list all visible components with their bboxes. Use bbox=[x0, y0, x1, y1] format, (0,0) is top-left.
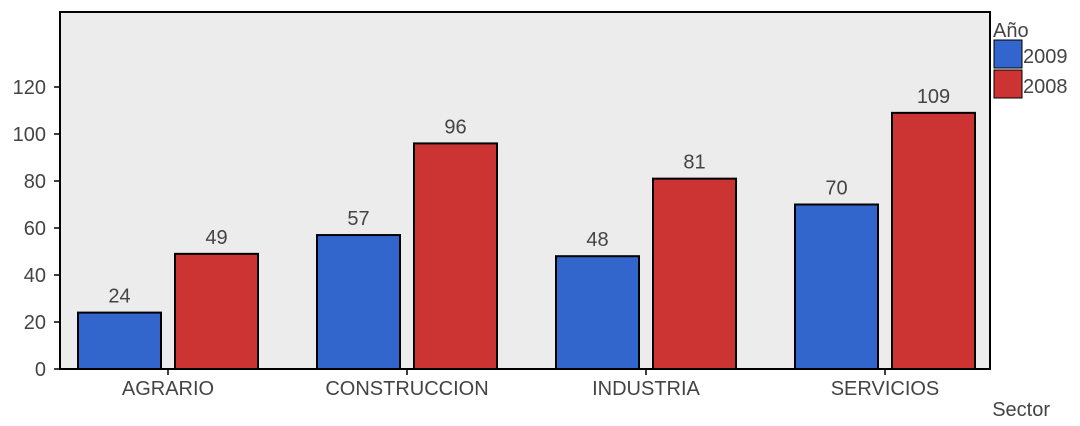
x-tick-label: INDUSTRIA bbox=[592, 378, 700, 400]
data-label-servicios-2008: 109 bbox=[917, 86, 950, 108]
data-label-construccion-2009: 57 bbox=[347, 208, 369, 230]
x-tick-label: AGRARIO bbox=[122, 378, 214, 400]
y-tick-label: 20 bbox=[24, 312, 46, 334]
legend-swatch-2008 bbox=[993, 69, 1023, 99]
bar-construccion-2009 bbox=[316, 234, 401, 370]
bar-industria-2008 bbox=[652, 177, 737, 370]
y-tick-label: 120 bbox=[13, 77, 46, 99]
x-axis: AGRARIO CONSTRUCCION INDUSTRIA SERVICIOS bbox=[122, 369, 939, 400]
bars-group: 24 49 57 96 48 81 70 109 bbox=[77, 86, 976, 371]
bar-industria-2009 bbox=[555, 255, 640, 371]
y-tick-label: 100 bbox=[13, 124, 46, 146]
bar-construccion-2008 bbox=[413, 142, 498, 370]
x-tick-label: CONSTRUCCION bbox=[325, 378, 488, 400]
y-tick-label: 0 bbox=[35, 359, 46, 381]
y-tick-label: 60 bbox=[24, 218, 46, 240]
data-label-industria-2008: 81 bbox=[683, 152, 705, 174]
bar-agrario-2008 bbox=[174, 252, 259, 371]
data-label-industria-2009: 48 bbox=[586, 229, 608, 251]
legend-title: Año bbox=[993, 20, 1029, 42]
y-tick-label: 80 bbox=[24, 171, 46, 193]
x-axis-title: Sector bbox=[992, 399, 1050, 421]
legend: Año 2009 2008 bbox=[993, 20, 1068, 99]
bar-servicios-2008 bbox=[891, 111, 976, 370]
y-axis: 0 20 40 60 80 100 120 bbox=[13, 77, 60, 381]
data-label-servicios-2009: 70 bbox=[825, 178, 847, 200]
bar-servicios-2009 bbox=[794, 203, 879, 370]
legend-label-2009: 2009 bbox=[1023, 46, 1068, 68]
data-label-agrario-2008: 49 bbox=[205, 227, 227, 249]
x-tick-label: SERVICIOS bbox=[831, 378, 940, 400]
data-label-agrario-2009: 24 bbox=[108, 286, 130, 308]
bar-agrario-2009 bbox=[77, 311, 162, 371]
legend-swatch-2009 bbox=[993, 39, 1023, 69]
legend-label-2008: 2008 bbox=[1023, 76, 1068, 98]
data-label-construccion-2008: 96 bbox=[444, 116, 466, 138]
y-tick-label: 40 bbox=[24, 265, 46, 287]
